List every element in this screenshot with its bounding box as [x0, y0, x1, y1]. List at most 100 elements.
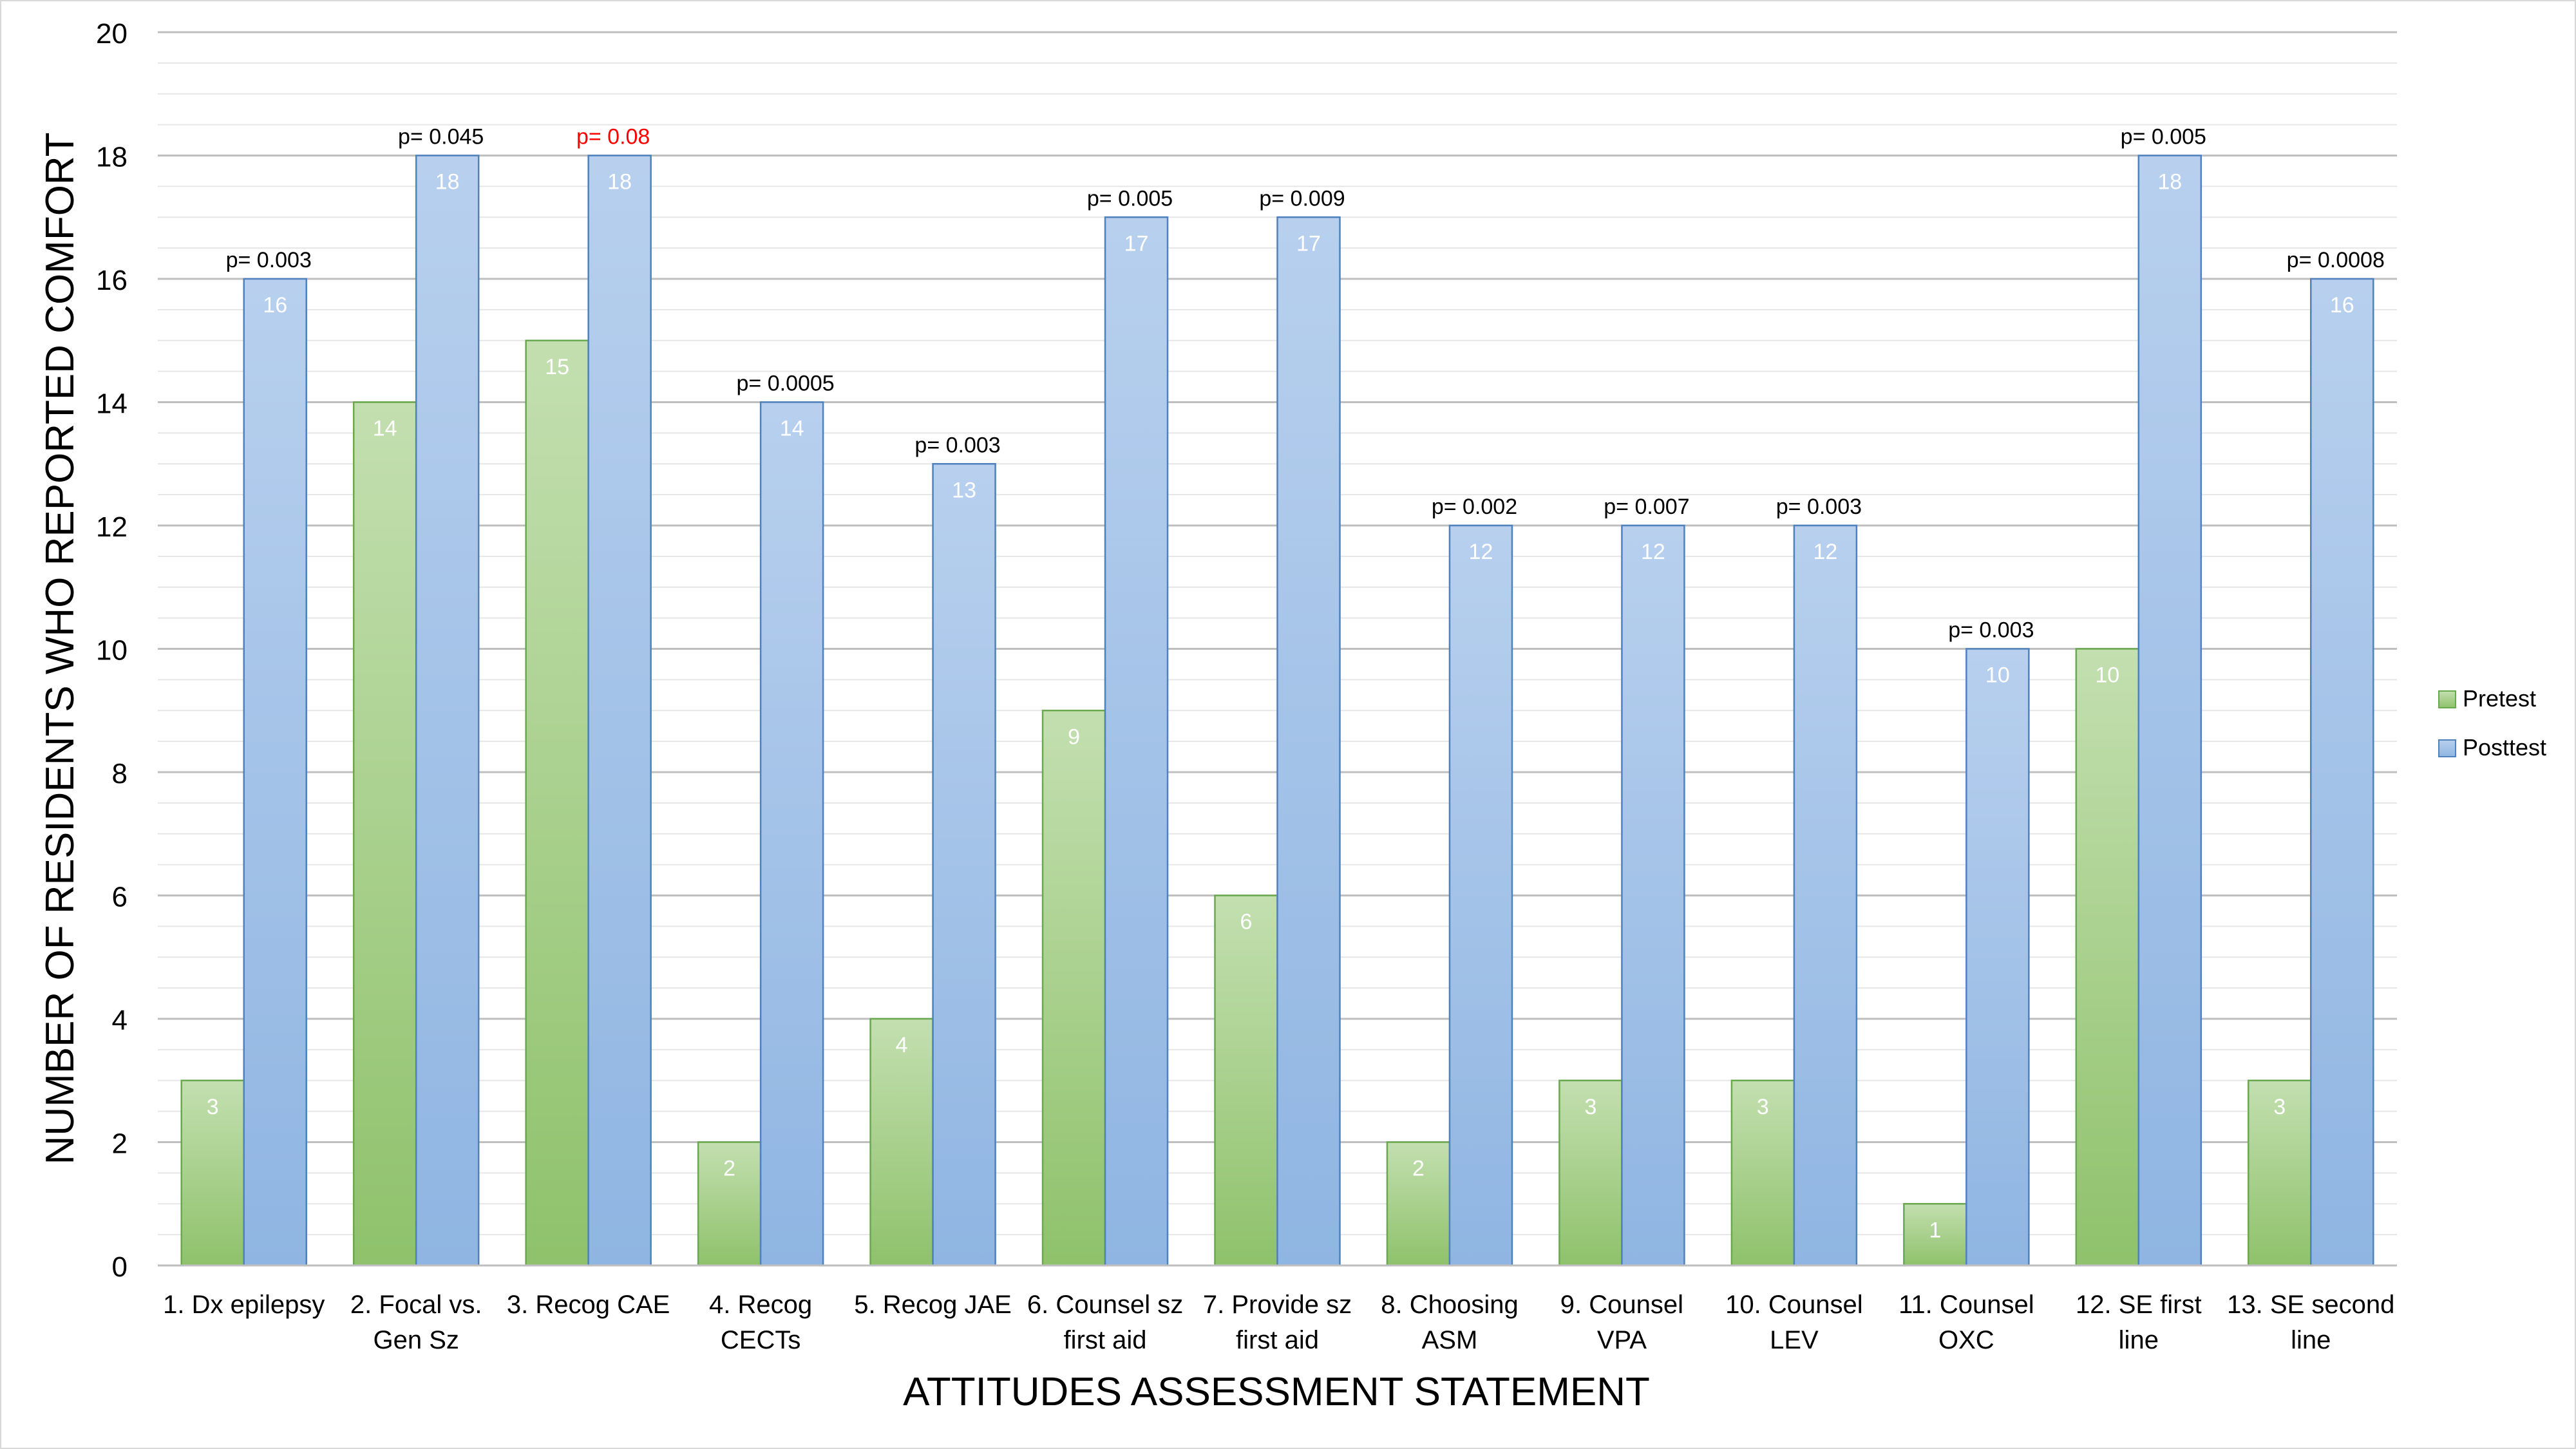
- data-label-pretest: 3: [207, 1095, 219, 1119]
- data-label-pretest: 9: [1068, 724, 1080, 749]
- data-label-posttest: 12: [1813, 540, 1837, 564]
- data-label-pretest: 3: [1584, 1095, 1596, 1119]
- x-tick-label: 6. Counsel sz: [1027, 1291, 1183, 1319]
- bar-pretest: [1558, 1079, 1623, 1267]
- data-label-pretest: 15: [545, 355, 569, 379]
- data-label-posttest: 18: [607, 170, 632, 194]
- p-value-annotation: p= 0.0008: [2287, 248, 2385, 272]
- bar-posttest: [2310, 278, 2374, 1267]
- bar-pretest: [1214, 895, 1278, 1267]
- x-tick-label: line: [2119, 1326, 2159, 1354]
- bar-pretest: [2075, 648, 2140, 1267]
- y-tick-label: 20: [96, 18, 128, 50]
- bar-posttest: [415, 155, 480, 1267]
- data-label-pretest: 3: [2273, 1095, 2286, 1119]
- bar-pretest: [1386, 1141, 1451, 1267]
- legend-swatch-posttest: [2438, 739, 2456, 757]
- x-tick-label: 8. Choosing: [1381, 1291, 1518, 1319]
- data-label-pretest: 6: [1240, 910, 1253, 934]
- bar-posttest: [2137, 155, 2202, 1267]
- p-value-annotation: p= 0.003: [226, 248, 312, 272]
- x-tick-label: 12. SE first: [2076, 1291, 2202, 1319]
- p-value-annotation: p= 0.003: [1776, 495, 1862, 519]
- x-tick-label: CECTs: [721, 1326, 800, 1354]
- y-tick-label: 12: [96, 511, 128, 543]
- bar-pretest: [869, 1018, 934, 1267]
- x-tick-label: line: [2291, 1326, 2331, 1354]
- bar-posttest: [1621, 524, 1685, 1267]
- bar-pretest: [352, 401, 417, 1267]
- x-tick-label: 11. Counsel: [1899, 1291, 2034, 1319]
- y-tick-label: 0: [112, 1251, 128, 1283]
- p-value-annotation: p= 0.005: [1087, 186, 1173, 211]
- y-tick-label: 10: [96, 635, 128, 667]
- x-tick-label: 2. Focal vs.: [350, 1291, 482, 1319]
- data-label-posttest: 18: [2157, 170, 2182, 194]
- p-value-annotation: p= 0.0005: [737, 372, 835, 396]
- x-tick-label: 7. Provide sz: [1203, 1291, 1352, 1319]
- x-tick-label: 10. Counsel: [1725, 1291, 1862, 1319]
- y-tick-label: 2: [112, 1128, 128, 1160]
- x-tick-label: 3. Recog CAE: [507, 1291, 670, 1319]
- axes: NUMBER OF RESIDENTS WHO REPORTED COMFORT…: [38, 18, 2397, 1414]
- p-value-annotation: p= 0.08: [576, 125, 650, 149]
- x-tick-label: OXC: [1938, 1326, 1994, 1354]
- data-label-pretest: 1: [1929, 1218, 1941, 1242]
- p-value-annotation: p= 0.005: [2121, 125, 2206, 149]
- x-axis-title: ATTITUDES ASSESSMENT STATEMENT: [903, 1370, 1650, 1414]
- p-value-annotation: p= 0.003: [914, 433, 1000, 457]
- data-label-posttest: 18: [435, 170, 460, 194]
- bar-posttest: [759, 401, 824, 1267]
- bar-posttest: [1276, 216, 1341, 1267]
- x-tick-label: LEV: [1770, 1326, 1819, 1354]
- data-label-posttest: 17: [1124, 231, 1149, 256]
- data-label-posttest: 16: [263, 293, 287, 317]
- bars: [180, 155, 2374, 1267]
- x-tick-label: 9. Counsel: [1560, 1291, 1683, 1319]
- bar-pretest: [697, 1141, 762, 1267]
- data-label-posttest: 16: [2330, 293, 2354, 317]
- bar-posttest: [1448, 524, 1513, 1267]
- x-tick-label: ASM: [1422, 1326, 1478, 1354]
- y-tick-label: 14: [96, 388, 128, 420]
- bar-pretest: [1041, 710, 1106, 1267]
- x-tick-label: 4. Recog: [709, 1291, 812, 1319]
- y-tick-label: 18: [96, 142, 128, 173]
- data-label-posttest: 10: [1985, 663, 2010, 688]
- legend-label-pretest: Pretest: [2463, 685, 2536, 712]
- x-tick-label: 13. SE second: [2227, 1291, 2394, 1319]
- data-label-pretest: 4: [896, 1033, 908, 1057]
- data-label-pretest: 10: [2095, 663, 2119, 688]
- y-tick-label: 8: [112, 758, 128, 790]
- data-label-posttest: 12: [1641, 540, 1665, 564]
- bar-posttest: [1793, 524, 1858, 1267]
- p-value-annotation: p= 0.003: [1948, 618, 2034, 643]
- bar-posttest: [587, 155, 652, 1267]
- y-axis-title: NUMBER OF RESIDENTS WHO REPORTED COMFORT: [38, 133, 82, 1165]
- data-label-pretest: 3: [1757, 1095, 1769, 1119]
- bar-pretest: [525, 339, 589, 1267]
- data-label-pretest: 2: [1412, 1157, 1425, 1181]
- y-tick-label: 4: [112, 1005, 128, 1036]
- data-label-posttest: 12: [1469, 540, 1493, 564]
- bar-pretest: [1903, 1203, 1967, 1267]
- x-tick-label: first aid: [1064, 1326, 1147, 1354]
- legend-label-posttest: Posttest: [2463, 734, 2546, 761]
- data-label-posttest: 13: [952, 478, 976, 502]
- data-label-posttest: 14: [780, 417, 804, 441]
- p-value-annotation: p= 0.007: [1604, 495, 1689, 519]
- bar-posttest: [932, 463, 996, 1267]
- x-tick-label: 1. Dx epilepsy: [163, 1291, 325, 1319]
- data-label-pretest: 14: [373, 417, 397, 441]
- x-tick-label: VPA: [1597, 1326, 1647, 1354]
- y-tick-label: 16: [96, 265, 128, 296]
- data-label-posttest: 17: [1296, 231, 1321, 256]
- x-tick-label: first aid: [1236, 1326, 1319, 1354]
- p-value-annotation: p= 0.045: [398, 125, 484, 149]
- legend-swatch-pretest: [2438, 690, 2456, 708]
- p-value-annotation: p= 0.002: [1432, 495, 1517, 519]
- y-tick-label: 6: [112, 882, 128, 913]
